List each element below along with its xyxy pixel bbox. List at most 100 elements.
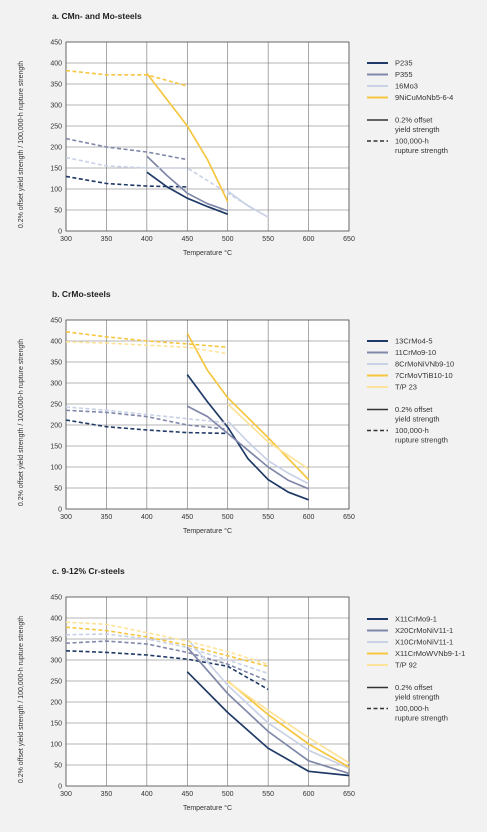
y-tick-label: 50 [54,763,62,770]
rupture-line-13crmo4-5 [65,419,228,435]
rupture-line-9nicumonb5-6-4 [65,69,188,87]
rupture-line-t-p-23 [65,341,228,355]
y-tick-label: 300 [50,381,62,388]
yield-line-p355 [146,155,228,212]
x-tick-label: 600 [303,791,315,798]
y-tick-label: 0 [58,784,62,791]
x-tick-label: 600 [303,236,315,243]
y-tick-label: 200 [50,700,62,707]
y-tick-label: 150 [50,721,62,728]
rupture-line-t-p-92 [65,621,269,665]
y-tick-label: 350 [50,82,62,89]
x-tick-label: 350 [101,514,113,521]
x-tick-label: 550 [262,514,274,521]
legend-rupture-label: 100,000-h [395,426,429,435]
x-tick-label: 650 [343,791,355,798]
y-tick-label: 150 [50,444,62,451]
x-tick-label: 650 [343,236,355,243]
rupture-line-8crmonivnb9-10 [65,406,228,424]
legend-label: X11CrMoWVNb9-1-1 [395,649,465,658]
legend-label: X20CrMoNiV11-1 [395,626,453,635]
rupture-line-x11crmowvnb9-1-1 [65,626,269,668]
y-tick-label: 300 [50,103,62,110]
x-tick-label: 350 [101,791,113,798]
y-tick-label: 300 [50,658,62,665]
yield-line-x10crmoniv11-1 [186,638,350,770]
y-tick-label: 50 [54,208,62,215]
legend-label: 8CrMoNiVNb9-10 [395,360,454,369]
y-tick-label: 350 [50,360,62,367]
legend-yield-label: yield strength [395,693,440,702]
plot-area [66,42,349,231]
plot-frame [65,41,350,232]
y-tick-label: 250 [50,679,62,686]
y-tick-label: 250 [50,402,62,409]
chart-panel-2: b. CrMo-steels 0 50 100 150 200 250 300 350 400 45… [18,289,454,535]
rupture-line-16mo3 [65,156,253,209]
rupture-line-x11crmo9-1 [65,650,269,691]
y-tick-label: 200 [50,423,62,430]
y-tick-label: 400 [50,61,62,68]
x-tick-label: 400 [141,514,153,521]
yield-line-t-p-92 [227,681,350,764]
legend-rupture-label: rupture strength [395,146,448,155]
yield-line-p235 [146,171,228,215]
y-tick-label: 400 [50,616,62,623]
legend-label: 9NiCuMoNb5-6-4 [395,93,453,102]
y-tick-label: 450 [50,318,62,325]
x-tick-label: 450 [181,236,193,243]
y-axis-label: 0.2% offset yield strength / 100,000-h r… [18,339,25,506]
x-tick-label: 500 [222,514,234,521]
legend-rupture-label: 100,000-h [395,704,429,713]
x-tick-label: 300 [60,791,72,798]
rupture-line-p355 [65,137,188,161]
y-tick-label: 100 [50,465,62,472]
rupture-line-p235 [65,175,188,188]
x-tick-label: 300 [60,514,72,521]
legend-label: P355 [395,70,413,79]
yield-line-t-p-23 [227,403,310,470]
legend-yield-label: 0.2% offset [395,116,433,125]
x-tick-label: 350 [101,236,113,243]
legend-label: X11CrMo9-1 [395,615,437,624]
rupture-line-x10crmoniv11-1 [65,633,269,675]
legend-yield-label: yield strength [395,415,440,424]
x-tick-label: 300 [60,236,72,243]
chart-title: c. 9-12% Cr-steels [52,566,125,576]
y-tick-label: 400 [50,339,62,346]
y-tick-label: 350 [50,637,62,644]
x-axis-label: Temperature °C [183,804,232,812]
x-tick-label: 600 [303,514,315,521]
legend-rupture-label: rupture strength [395,436,448,445]
y-tick-label: 0 [58,229,62,236]
legend-yield-label: 0.2% offset [395,405,433,414]
x-tick-label: 650 [343,514,355,521]
chart-panel-1: a. CMn- and Mo-steels 0 50 100 150 200 250 300 3… [18,11,453,257]
legend-label: 7CrMoVTiB10-10 [395,371,453,380]
y-tick-label: 50 [54,486,62,493]
yield-line-9nicumonb5-6-4 [146,72,229,202]
plot-frame [65,319,350,510]
y-axis-label: 0.2% offset yield strength / 100,000-h r… [18,616,25,783]
y-tick-label: 450 [50,595,62,602]
yield-line-x11crmo9-1 [186,671,350,777]
y-tick-label: 450 [50,40,62,47]
y-tick-label: 0 [58,507,62,514]
y-tick-label: 200 [50,145,62,152]
x-tick-label: 500 [222,791,234,798]
rupture-line-7crmovtib10-10 [65,331,228,349]
legend-rupture-label: 100,000-h [395,137,429,146]
legend-label: T/P 92 [395,661,417,670]
x-axis-label: Temperature °C [183,527,232,535]
yield-line-13crmo4-5 [186,374,309,501]
yield-line-11crmo9-10 [186,405,309,490]
rupture-line-x20crmoniv11-1 [65,640,269,682]
x-tick-label: 450 [181,791,193,798]
y-axis-label: 0.2% offset yield strength / 100,000-h r… [18,61,25,228]
chart-title: a. CMn- and Mo-steels [52,11,142,21]
plot-area [66,320,349,509]
legend-rupture-label: rupture strength [395,714,448,723]
yield-line-8crmonivnb9-10 [227,420,309,485]
x-axis-label: Temperature °C [183,249,232,257]
